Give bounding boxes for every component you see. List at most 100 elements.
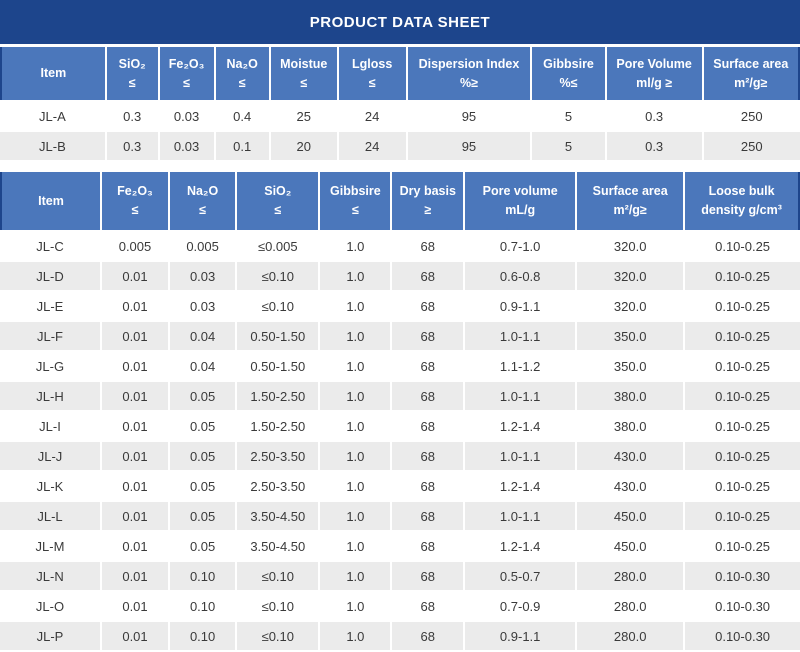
value-cell: 1.0 (318, 440, 391, 470)
column-header: Pore Volume ml/g ≥ (604, 47, 702, 100)
value-cell: 1.2-1.4 (463, 530, 576, 560)
value-cell: 0.03 (157, 130, 214, 160)
value-cell: 0.01 (100, 320, 168, 350)
value-cell: 0.01 (100, 620, 168, 650)
value-cell: 0.4 (213, 100, 269, 130)
value-cell: 0.03 (168, 290, 236, 320)
table-row: JL-O 0.01 0.10 ≤0.10 1.0 68 0.7-0.9 280.0 0.10-0… (0, 590, 800, 620)
value-cell: 0.10 (168, 590, 236, 620)
row-item-cell: JL-K (0, 470, 100, 500)
value-cell: 0.1 (213, 130, 269, 160)
value-cell: 0.7-1.0 (463, 230, 576, 260)
value-cell: 0.05 (168, 470, 236, 500)
column-header: SiO₂ ≤ (235, 172, 319, 230)
value-cell: ≤0.10 (235, 260, 319, 290)
value-cell: 0.3 (604, 130, 702, 160)
value-cell: 68 (390, 590, 464, 620)
value-cell: 25 (268, 100, 337, 130)
value-cell: 0.01 (100, 410, 168, 440)
value-cell: 0.01 (100, 500, 168, 530)
page-title: PRODUCT DATA SHEET (309, 13, 491, 31)
value-cell: 380.0 (575, 410, 684, 440)
value-cell: 0.01 (100, 440, 168, 470)
value-cell: 1.0 (318, 320, 391, 350)
value-cell: 68 (390, 410, 464, 440)
value-cell: 0.05 (168, 500, 236, 530)
column-header: Moistue ≤ (268, 47, 337, 100)
table-header: Item SiO₂ ≤ Fe₂O₃ ≤ Na₂O ≤ Moistue ≤ Lgloss ≤… (0, 47, 800, 100)
value-cell: 1.2-1.4 (463, 410, 576, 440)
value-cell: 0.10-0.25 (683, 350, 800, 380)
value-cell: 0.05 (168, 530, 236, 560)
value-cell: 68 (390, 320, 464, 350)
value-cell: 20 (268, 130, 337, 160)
value-cell: 0.01 (100, 350, 168, 380)
value-cell: ≤0.005 (235, 230, 319, 260)
value-cell: 1.0 (318, 590, 391, 620)
column-header: Item (0, 172, 100, 230)
value-cell: 1.0-1.1 (463, 500, 576, 530)
row-item-cell: JL-B (0, 130, 105, 160)
value-cell: 2.50-3.50 (235, 470, 319, 500)
value-cell: 0.10-0.25 (683, 500, 800, 530)
value-cell: 1.50-2.50 (235, 410, 319, 440)
value-cell: 0.10-0.30 (683, 560, 800, 590)
table-row: JL-H 0.01 0.05 1.50-2.50 1.0 68 1.0-1.1 380.0 0.… (0, 380, 800, 410)
value-cell: 350.0 (575, 350, 684, 380)
value-cell: 0.005 (100, 230, 168, 260)
value-cell: 1.0 (318, 560, 391, 590)
column-header: Pore volume mL/g (463, 172, 576, 230)
value-cell: 430.0 (575, 440, 684, 470)
value-cell: 0.05 (168, 440, 236, 470)
value-cell: ≤0.10 (235, 560, 319, 590)
value-cell: 1.0 (318, 470, 391, 500)
row-item-cell: JL-O (0, 590, 100, 620)
column-header: Gibbsire %≤ (530, 47, 605, 100)
value-cell: 0.3 (104, 130, 158, 160)
value-cell: 1.0-1.1 (463, 320, 576, 350)
value-cell: 0.01 (100, 590, 168, 620)
value-cell: 68 (390, 620, 464, 650)
column-header: Gibbsire ≤ (318, 172, 391, 230)
row-item-cell: JL-G (0, 350, 100, 380)
column-header: Fe₂O₃ ≤ (157, 47, 214, 100)
value-cell: 450.0 (575, 530, 684, 560)
value-cell: 95 (405, 130, 531, 160)
row-item-cell: JL-H (0, 380, 100, 410)
value-cell: 0.10-0.25 (683, 230, 800, 260)
table-header-row: Item SiO₂ ≤ Fe₂O₃ ≤ Na₂O ≤ Moistue ≤ Lgloss ≤… (0, 47, 800, 100)
value-cell: 320.0 (575, 230, 684, 260)
table-row: JL-L 0.01 0.05 3.50-4.50 1.0 68 1.0-1.1 450.0 0.… (0, 500, 800, 530)
value-cell: 95 (405, 100, 531, 130)
value-cell: 3.50-4.50 (235, 530, 319, 560)
value-cell: 0.01 (100, 560, 168, 590)
value-cell: 3.50-4.50 (235, 500, 319, 530)
value-cell: 1.1-1.2 (463, 350, 576, 380)
value-cell: 5 (530, 130, 605, 160)
value-cell: 0.3 (104, 100, 158, 130)
row-item-cell: JL-J (0, 440, 100, 470)
value-cell: 0.01 (100, 260, 168, 290)
value-cell: 0.9-1.1 (463, 290, 576, 320)
value-cell: 68 (390, 530, 464, 560)
table-row: JL-N 0.01 0.10 ≤0.10 1.0 68 0.5-0.7 280.0 0.10-0… (0, 560, 800, 590)
column-header: Fe₂O₃ ≤ (100, 172, 168, 230)
column-header: Dry basis ≥ (390, 172, 464, 230)
value-cell: 68 (390, 380, 464, 410)
value-cell: 0.05 (168, 410, 236, 440)
value-cell: 0.10-0.25 (683, 290, 800, 320)
value-cell: 0.10-0.25 (683, 380, 800, 410)
value-cell: 68 (390, 260, 464, 290)
table-row: JL-P 0.01 0.10 ≤0.10 1.0 68 0.9-1.1 280.0 0.10-0… (0, 620, 800, 650)
table-row: JL-F 0.01 0.04 0.50-1.50 1.0 68 1.0-1.1 350.0 0.… (0, 320, 800, 350)
table-body: JL-C 0.005 0.005 ≤0.005 1.0 68 0.7-1.0 320.0 0.1… (0, 230, 800, 650)
value-cell: 0.01 (100, 290, 168, 320)
table-row: JL-E 0.01 0.03 ≤0.10 1.0 68 0.9-1.1 320.0 0.10-0… (0, 290, 800, 320)
value-cell: 68 (390, 470, 464, 500)
title-bar: PRODUCT DATA SHEET (0, 0, 800, 44)
table-body: JL-A 0.3 0.03 0.4 25 24 95 5 0.3 250 JL-B 0.3 0.03 0.… (0, 100, 800, 160)
value-cell: 68 (390, 560, 464, 590)
column-header: Dispersion Index %≥ (405, 47, 531, 100)
value-cell: 380.0 (575, 380, 684, 410)
